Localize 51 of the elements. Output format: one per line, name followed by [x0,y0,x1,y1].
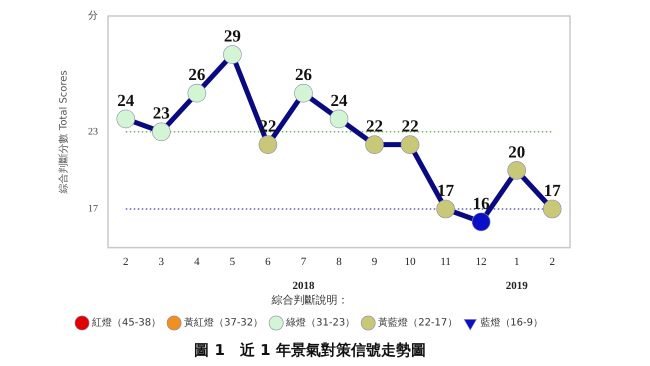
data-label: 24 [330,90,348,110]
data-label: 29 [224,26,241,46]
legend-title: 綜合判斷說明： [270,293,348,306]
point [365,135,384,154]
point [436,200,455,218]
point [400,135,420,154]
text: 圖 1 近 1 年景氣對策信號走勢圖 [194,340,426,359]
data-label: 26 [294,65,312,84]
x-tick-label: 6 [265,256,272,268]
point [542,200,562,218]
data-label: 22 [366,116,384,136]
y-axis-title: 綜合判斷分數 Total Scores [58,70,70,194]
data-label: 20 [508,142,526,162]
point [294,84,313,102]
data-label: 23 [152,104,170,123]
x-tick-label: 1 [514,256,520,268]
x-tick-label: 2 [549,256,555,268]
data-label: 17 [437,180,455,200]
y-tick-label: 17 [88,204,98,215]
legend-label: 藍燈（16-9） [480,316,543,329]
data-label: 17 [544,180,562,200]
x-tick-label: 12 [476,256,487,268]
y-tick-label: 分 [88,10,98,22]
legend-label: 黃紅燈（37-32） [184,316,264,329]
legend-label: 紅燈（45-38） [92,316,162,329]
point [258,135,278,154]
point [152,122,171,142]
x-tick-label: 9 [372,256,378,268]
x-tick-label: 4 [194,256,200,268]
data-label: 16 [472,194,490,213]
legend-label: 綠燈（31-23） [285,316,356,329]
x-tick-label: 8 [336,256,342,268]
x-tick-label: 2 [123,256,129,268]
x-tick-label: 5 [230,256,236,268]
x-tick-label: 10 [404,256,416,268]
data-label: 22 [402,116,419,136]
point [507,161,526,180]
legend-label: 黃藍燈（22-17） [378,316,458,329]
text: 2019 [506,280,528,292]
point [188,84,206,102]
y-tick-label: 23 [88,126,98,138]
point [330,110,348,128]
point [223,45,242,64]
x-tick-label: 3 [158,256,165,268]
text: 2018 [292,280,315,292]
point [472,212,490,232]
point [116,110,136,128]
data-label: 24 [117,90,135,110]
x-tick-label: 11 [440,256,451,268]
data-label: 26 [188,65,206,84]
x-tick-label: 7 [300,256,307,268]
